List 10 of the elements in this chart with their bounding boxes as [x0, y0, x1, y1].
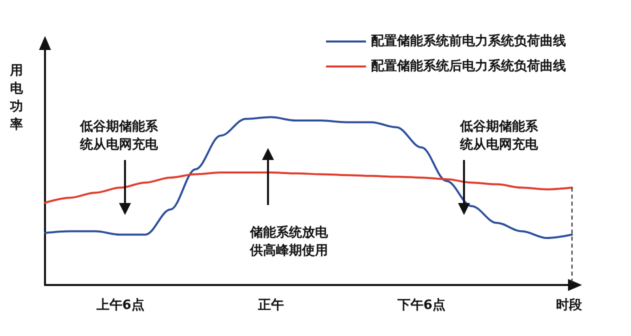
x-tick-label: 正午 — [256, 298, 284, 313]
legend-label: 配置储能系统前电力系统负荷曲线 — [371, 33, 566, 49]
x-tick-label: 上午6点 — [95, 297, 144, 313]
annotation: 低谷期储能系统从电网充电 — [79, 118, 159, 152]
y-axis-title: 用电功率 — [9, 64, 24, 132]
x-axis-title: 时段 — [556, 298, 583, 313]
annotation: 低谷期储能系统从电网充电 — [459, 118, 539, 152]
x-tick-label: 下午6点 — [396, 297, 446, 313]
annotation: 储能系统放电供高峰期使用 — [249, 224, 329, 258]
legend-label: 配置储能系统后电力系统负荷曲线 — [371, 58, 566, 74]
